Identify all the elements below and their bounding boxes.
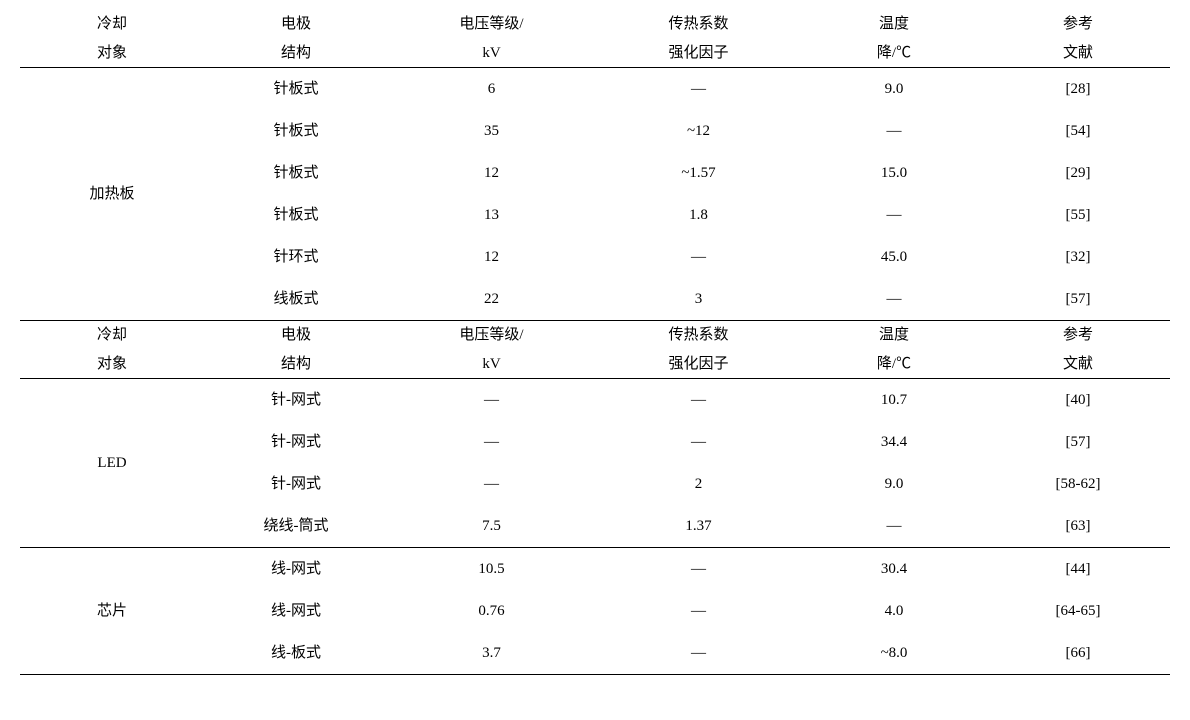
header-col0-line1: 冷却 xyxy=(20,321,204,350)
header-col2-line1: 电压等级/ xyxy=(388,321,595,350)
cell-col3: — xyxy=(595,548,802,591)
cell-col3: 2 xyxy=(595,463,802,505)
header-col5-line1: 参考 xyxy=(986,10,1170,39)
cell-col5: [28] xyxy=(986,68,1170,111)
header-col4-line2: 降/℃ xyxy=(802,350,986,379)
cell-col2: 22 xyxy=(388,278,595,321)
cell-col2: 0.76 xyxy=(388,590,595,632)
data-table: 冷却电极电压等级/传热系数温度参考对象结构kV强化因子降/℃文献加热板针板式6—… xyxy=(20,10,1170,675)
header-col1-line2: 结构 xyxy=(204,39,388,68)
header-col5-line1: 参考 xyxy=(986,321,1170,350)
cell-col4: 9.0 xyxy=(802,68,986,111)
cell-col3: — xyxy=(595,421,802,463)
cell-col3: 1.37 xyxy=(595,505,802,548)
table-row: 加热板针板式6—9.0[28] xyxy=(20,68,1170,111)
cell-col2: 10.5 xyxy=(388,548,595,591)
cell-col5: [54] xyxy=(986,110,1170,152)
cell-col2: 35 xyxy=(388,110,595,152)
cell-col4: 10.7 xyxy=(802,379,986,422)
cell-col2: — xyxy=(388,463,595,505)
cell-col5: [57] xyxy=(986,421,1170,463)
cell-col5: [66] xyxy=(986,632,1170,675)
header-col1-line1: 电极 xyxy=(204,321,388,350)
cell-col2: 6 xyxy=(388,68,595,111)
cell-col5: [44] xyxy=(986,548,1170,591)
cell-col1: 线-板式 xyxy=(204,632,388,675)
cell-col1: 线-网式 xyxy=(204,590,388,632)
header-col3-line2: 强化因子 xyxy=(595,39,802,68)
cell-col1: 线板式 xyxy=(204,278,388,321)
header-col2-line2: kV xyxy=(388,350,595,379)
cell-col3: — xyxy=(595,236,802,278)
row-group-label: 加热板 xyxy=(20,68,204,321)
cell-col3: 3 xyxy=(595,278,802,321)
cell-col5: [63] xyxy=(986,505,1170,548)
cell-col2: 7.5 xyxy=(388,505,595,548)
header-col3-line1: 传热系数 xyxy=(595,10,802,39)
header-col0-line2: 对象 xyxy=(20,350,204,379)
cell-col2: 12 xyxy=(388,152,595,194)
header-col0-line2: 对象 xyxy=(20,39,204,68)
header-col3-line1: 传热系数 xyxy=(595,321,802,350)
cell-col4: — xyxy=(802,505,986,548)
cell-col2: — xyxy=(388,421,595,463)
cell-col5: [64-65] xyxy=(986,590,1170,632)
cell-col3: — xyxy=(595,379,802,422)
cell-col5: [40] xyxy=(986,379,1170,422)
cell-col5: [55] xyxy=(986,194,1170,236)
cell-col2: 12 xyxy=(388,236,595,278)
cell-col1: 针-网式 xyxy=(204,463,388,505)
cell-col1: 针板式 xyxy=(204,152,388,194)
cell-col2: 3.7 xyxy=(388,632,595,675)
cell-col2: 13 xyxy=(388,194,595,236)
header-col5-line2: 文献 xyxy=(986,350,1170,379)
cell-col1: 绕线-筒式 xyxy=(204,505,388,548)
header-col1-line2: 结构 xyxy=(204,350,388,379)
cell-col4: 15.0 xyxy=(802,152,986,194)
cell-col3: — xyxy=(595,68,802,111)
cell-col1: 针板式 xyxy=(204,110,388,152)
cell-col1: 针板式 xyxy=(204,194,388,236)
cell-col2: — xyxy=(388,379,595,422)
cell-col4: — xyxy=(802,194,986,236)
cell-col5: [32] xyxy=(986,236,1170,278)
cell-col4: 30.4 xyxy=(802,548,986,591)
row-group-label: 芯片 xyxy=(20,548,204,675)
table-row: 芯片线-网式10.5—30.4[44] xyxy=(20,548,1170,591)
header-col1-line1: 电极 xyxy=(204,10,388,39)
cell-col5: [58-62] xyxy=(986,463,1170,505)
header-col4-line1: 温度 xyxy=(802,10,986,39)
header-col4-line1: 温度 xyxy=(802,321,986,350)
cell-col3: 1.8 xyxy=(595,194,802,236)
cell-col3: — xyxy=(595,590,802,632)
header-col4-line2: 降/℃ xyxy=(802,39,986,68)
cell-col5: [57] xyxy=(986,278,1170,321)
cell-col1: 针-网式 xyxy=(204,421,388,463)
cell-col4: 4.0 xyxy=(802,590,986,632)
cell-col3: ~12 xyxy=(595,110,802,152)
cell-col4: 34.4 xyxy=(802,421,986,463)
header-col3-line2: 强化因子 xyxy=(595,350,802,379)
cell-col1: 针板式 xyxy=(204,68,388,111)
cell-col4: 9.0 xyxy=(802,463,986,505)
cell-col1: 线-网式 xyxy=(204,548,388,591)
cell-col3: ~1.57 xyxy=(595,152,802,194)
header-col0-line1: 冷却 xyxy=(20,10,204,39)
cell-col4: 45.0 xyxy=(802,236,986,278)
cell-col4: — xyxy=(802,278,986,321)
header-col5-line2: 文献 xyxy=(986,39,1170,68)
cell-col1: 针环式 xyxy=(204,236,388,278)
cell-col1: 针-网式 xyxy=(204,379,388,422)
cell-col4: ~8.0 xyxy=(802,632,986,675)
header-col2-line2: kV xyxy=(388,39,595,68)
table-row: LED针-网式——10.7[40] xyxy=(20,379,1170,422)
cell-col3: — xyxy=(595,632,802,675)
cell-col4: — xyxy=(802,110,986,152)
cell-col5: [29] xyxy=(986,152,1170,194)
header-col2-line1: 电压等级/ xyxy=(388,10,595,39)
row-group-label: LED xyxy=(20,379,204,548)
